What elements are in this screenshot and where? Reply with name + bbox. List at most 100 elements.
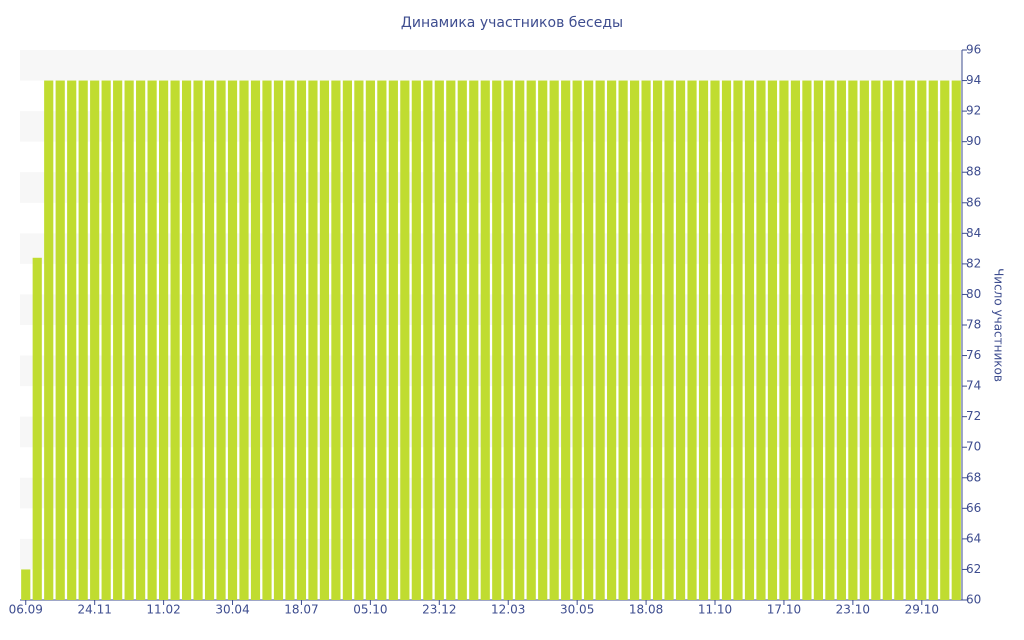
bar xyxy=(940,80,950,601)
y-axis-label: Число участников xyxy=(992,268,1006,382)
bar xyxy=(836,80,846,601)
bar xyxy=(44,80,54,601)
bar xyxy=(928,80,938,601)
bar xyxy=(101,80,111,601)
y-tick-label: 68 xyxy=(966,470,981,484)
bar xyxy=(469,80,479,601)
x-tick-label: 11.10 xyxy=(698,603,732,617)
bar xyxy=(538,80,548,601)
background-band xyxy=(20,50,962,81)
bar xyxy=(480,80,490,601)
bar xyxy=(641,80,651,601)
bar xyxy=(848,80,858,601)
x-tick-label: 23.12 xyxy=(422,603,456,617)
bar xyxy=(204,80,215,601)
bar xyxy=(492,80,502,601)
y-tick-label: 82 xyxy=(966,256,981,270)
x-tick-label: 23.10 xyxy=(836,603,870,617)
bar xyxy=(159,80,169,601)
x-tick-label: 18.07 xyxy=(284,603,318,617)
bar xyxy=(710,80,720,601)
bar xyxy=(790,80,801,601)
bar xyxy=(181,80,192,601)
bar xyxy=(90,80,100,601)
chart-title: Динамика участников беседы xyxy=(401,15,623,31)
bar xyxy=(813,80,823,601)
y-tick-label: 66 xyxy=(966,501,981,515)
bar xyxy=(67,80,77,601)
bar xyxy=(308,80,318,601)
bar xyxy=(652,80,663,601)
bar xyxy=(446,80,456,601)
x-tick-label: 12.03 xyxy=(491,603,525,617)
bar xyxy=(664,80,674,601)
bar xyxy=(549,80,559,601)
bar xyxy=(859,80,869,601)
bar xyxy=(285,80,295,601)
y-tick-label: 94 xyxy=(966,73,981,87)
bar xyxy=(503,80,513,601)
bar xyxy=(457,80,467,601)
bar xyxy=(825,80,835,601)
y-tick-label: 62 xyxy=(966,562,981,576)
y-tick-label: 60 xyxy=(966,593,981,607)
y-tick-label: 96 xyxy=(966,43,981,57)
bar xyxy=(515,80,525,601)
bar xyxy=(595,80,605,601)
bar xyxy=(733,80,743,601)
bar xyxy=(170,80,180,601)
bar xyxy=(193,80,203,601)
bar xyxy=(78,80,88,601)
bar xyxy=(584,80,594,601)
y-tick-label: 88 xyxy=(966,165,981,179)
y-tick-label: 80 xyxy=(966,287,981,301)
bar xyxy=(55,80,65,601)
x-tick-label: 06.09 xyxy=(9,603,43,617)
bar xyxy=(675,80,686,601)
bar xyxy=(698,80,709,601)
y-tick-label: 64 xyxy=(966,531,981,545)
bar xyxy=(262,80,272,601)
y-tick-label: 72 xyxy=(966,409,981,423)
y-tick-label: 78 xyxy=(966,318,981,332)
bar xyxy=(136,80,146,601)
bar xyxy=(411,80,421,601)
bar xyxy=(32,257,42,600)
x-tick-label: 24.11 xyxy=(77,603,111,617)
bar xyxy=(905,80,915,601)
bar xyxy=(871,80,881,601)
bar xyxy=(296,80,307,601)
bar xyxy=(147,80,157,601)
y-tick-label: 92 xyxy=(966,104,981,118)
bar xyxy=(894,80,904,601)
bar xyxy=(756,80,766,601)
bar xyxy=(951,80,961,601)
x-tick-label: 18.08 xyxy=(629,603,663,617)
bar xyxy=(388,80,398,601)
x-tick-label: 30.05 xyxy=(560,603,594,617)
bar xyxy=(400,80,410,601)
bar xyxy=(779,80,789,601)
x-tick-label: 17.10 xyxy=(767,603,801,617)
bar xyxy=(21,569,31,600)
y-tick-label: 74 xyxy=(966,379,981,393)
bar xyxy=(239,80,249,601)
y-tick-label: 86 xyxy=(966,195,981,209)
bar xyxy=(744,80,755,601)
bar xyxy=(687,80,697,601)
bar xyxy=(767,80,778,601)
bar xyxy=(917,80,927,601)
bar xyxy=(342,80,352,601)
bar xyxy=(113,80,123,601)
x-tick-label: 30.04 xyxy=(215,603,249,617)
bar xyxy=(572,80,582,601)
bar xyxy=(331,80,341,601)
bar xyxy=(250,80,261,601)
bar xyxy=(561,80,571,601)
bar xyxy=(377,80,387,601)
bar xyxy=(354,80,364,601)
y-tick-label: 90 xyxy=(966,134,981,148)
bar xyxy=(607,80,617,601)
bar xyxy=(365,80,375,601)
